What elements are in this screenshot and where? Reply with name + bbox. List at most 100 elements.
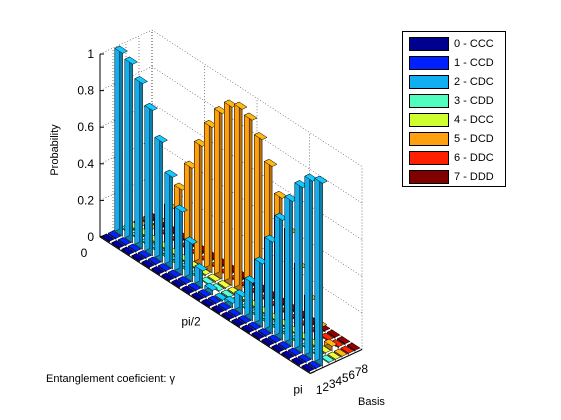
z-tick-label: 0.2: [77, 193, 94, 207]
gamma-tick-mark: [309, 371, 316, 374]
bar-1-13: [237, 315, 252, 325]
bar-1-3: [137, 250, 152, 260]
bar-7-18: [326, 329, 341, 339]
bar-2-2: [134, 76, 149, 250]
bar-0-9: [191, 292, 206, 302]
bar-2-0: [114, 45, 129, 237]
bar-7-19: [336, 336, 351, 346]
bar-2-14: [254, 256, 269, 328]
bar-0-6: [161, 272, 176, 282]
bar-1-2: [127, 243, 142, 253]
legend-item: 6 - DDC: [409, 150, 494, 166]
bar-0-0: [101, 233, 116, 243]
bar-5-5: [183, 160, 198, 261]
bar-1-4: [147, 256, 162, 266]
legend-swatch: [409, 37, 449, 51]
bar-2-19: [304, 173, 319, 361]
grid-line-z-side: [99, 139, 153, 165]
bar-5-20: [333, 348, 348, 358]
gamma-tick-label: pi: [293, 383, 302, 397]
bar-0-16: [261, 337, 276, 347]
legend-label: 0 - CCC: [454, 38, 494, 50]
bar-2-1: [124, 56, 139, 244]
bar-0-14: [241, 324, 256, 334]
legend-swatch: [409, 56, 449, 70]
bar-1-16: [267, 334, 282, 344]
bar-1-18: [287, 347, 302, 357]
legend-item: 1 - CCD: [409, 55, 494, 71]
z-tick-label: 0.8: [77, 84, 94, 98]
z-axis-label: Probability: [49, 124, 61, 176]
grid-line-z-side: [99, 176, 153, 201]
gamma-tick-label: pi/2: [181, 314, 201, 328]
bar-2-18: [294, 180, 309, 354]
z-tick-label: 1: [87, 47, 94, 61]
bar-1-17: [277, 341, 292, 351]
legend-item: 2 - CDC: [409, 74, 494, 90]
x-axis-label: Entanglement coeficient: γ: [46, 373, 176, 385]
bar-5-11: [243, 112, 258, 300]
grid-line-z-side: [99, 29, 153, 55]
bar-0-7: [171, 279, 186, 289]
bar-2-20: [314, 175, 329, 367]
bar-0-11: [211, 305, 226, 315]
legend-item: 4 - DCC: [409, 112, 494, 128]
grid-line-z-side: [99, 66, 153, 91]
basis-tick-label: 5: [342, 371, 349, 385]
bar-4-9: [217, 280, 232, 290]
legend-swatch: [409, 75, 449, 89]
bar-0-19: [291, 357, 306, 367]
legend-label: 5 - DCD: [454, 133, 494, 145]
legend-label: 1 - CCD: [454, 57, 494, 69]
bar-3-10: [220, 289, 235, 299]
legend-item: 7 - DDD: [409, 169, 494, 185]
bar-2-9: [204, 282, 219, 296]
legend-label: 7 - DDD: [454, 171, 494, 183]
bar-1-12: [227, 308, 242, 318]
z-tick-label: 0.6: [77, 120, 94, 134]
z-tick-label: 0.4: [77, 157, 94, 171]
bar-6-20: [340, 345, 355, 355]
legend-label: 3 - CDD: [454, 95, 494, 107]
bar-0-15: [251, 331, 266, 341]
bar-1-15: [257, 328, 272, 338]
legend-swatch: [409, 151, 449, 165]
legend-swatch: [409, 170, 449, 184]
bar-4-20: [327, 351, 342, 361]
z-tick-label: 0: [87, 230, 94, 244]
bar-1-8: [187, 282, 202, 292]
bar-1-11: [217, 302, 232, 312]
legend-item: 5 - DCD: [409, 131, 494, 147]
legend-swatch: [409, 94, 449, 108]
bar-2-12: [234, 289, 249, 315]
bar-2-17: [284, 193, 299, 348]
bar-1-6: [167, 269, 182, 279]
bar-0-13: [231, 318, 246, 328]
legend-label: 6 - DDC: [454, 152, 494, 164]
grid-line-z-side: [99, 102, 153, 128]
bar-1-7: [177, 276, 192, 286]
bar-5-8: [213, 106, 228, 280]
legend-label: 2 - CDC: [454, 76, 494, 88]
gamma-tick-label: 0: [81, 246, 88, 260]
bar-0-18: [281, 350, 296, 360]
bar-5-6: [193, 138, 208, 267]
legend-item: 0 - CCC: [409, 36, 494, 52]
legend-swatch: [409, 113, 449, 127]
bars-layer: [101, 45, 361, 373]
bar-0-4: [141, 259, 156, 269]
legend: 0 - CCC 1 - CCD 2 - CDC 3 - CDD 4 - DCC 5 - D…: [402, 31, 506, 187]
bar-2-6: [174, 204, 189, 276]
bar-2-8: [194, 263, 209, 289]
bar-2-15: [264, 234, 279, 335]
bar-0-2: [121, 246, 136, 256]
legend-swatch: [409, 132, 449, 146]
bar-1-14: [247, 321, 262, 331]
bar-0-1: [111, 240, 126, 250]
bar-5-9: [223, 99, 238, 287]
bar-5-19: [323, 338, 338, 352]
bar-1-20: [307, 360, 322, 370]
bar-2-3: [144, 102, 159, 257]
bar-4-8: [207, 273, 222, 283]
